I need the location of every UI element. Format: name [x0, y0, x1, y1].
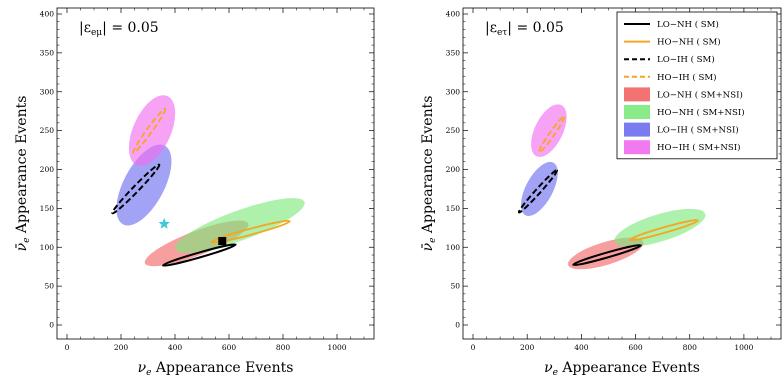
x-tick-label: 0 [471, 343, 476, 352]
y-tick-label: 200 [40, 165, 55, 174]
contour-ho-nh-sm [629, 219, 699, 242]
data-layer [517, 104, 706, 270]
contour-lo-nh-sm [161, 243, 237, 267]
legend-swatch-patch [624, 87, 650, 102]
region-ho-ih-sm-nsi [128, 95, 176, 167]
x-tick-label: 400 [574, 343, 589, 352]
x-tick-label: 600 [222, 343, 237, 352]
y-axis-label: ν̄e Appearance Events [14, 96, 32, 252]
legend-label: LO−IH ( SM) [657, 54, 715, 65]
y-tick-label: 300 [446, 87, 461, 96]
legend-swatch-patch [624, 140, 650, 155]
chart-panel-2: 0 200 400 600 800 1000 0 50 100 150 200 250 300 350 40… [420, 7, 782, 378]
legend-entry: LO−IH ( SM) [624, 54, 715, 65]
legend-entry: LO−NH ( SM+NSI) [624, 87, 743, 102]
y-tick-label: 350 [446, 48, 461, 57]
x-tick-label: 400 [168, 343, 183, 352]
y-tick-label: 150 [446, 204, 461, 213]
y-tick-label: 250 [40, 126, 55, 135]
y-tick-label: 100 [446, 243, 461, 252]
contour-lo-nh-sm [572, 244, 642, 267]
x-tick-label: 800 [683, 343, 698, 352]
data-layer [111, 95, 305, 267]
x-tick-label: 200 [520, 343, 535, 352]
y-tick-label: 300 [40, 87, 55, 96]
y-tick-label: 150 [40, 204, 55, 213]
legend-entry: LO−IH ( SM+NSI) [624, 122, 739, 137]
region-ho-nh-sm-nsi [174, 198, 305, 253]
legend-entry: HO−NH ( SM+NSI) [624, 105, 745, 119]
y-tick-label: 0 [49, 321, 54, 330]
legend-swatch-patch [624, 105, 650, 119]
legend: LO−NH ( SM) HO−NH ( SM) LO−IH ( SM) HO−IH (… [616, 11, 778, 160]
contour-ho-ih-sm [132, 107, 167, 154]
marker-star [158, 217, 170, 229]
x-axis-label: νe Appearance Events [138, 360, 294, 378]
x-tick-label: 0 [65, 343, 70, 352]
x-tick-label: 600 [628, 343, 643, 352]
legend-label: HO−IH ( SM) [657, 72, 717, 83]
region-lo-ih-sm-nsi [116, 144, 172, 226]
legend-entry: HO−IH ( SM) [624, 72, 717, 83]
y-tick-label: 100 [40, 243, 55, 252]
epsilon-annotation: |εeμ| = 0.05 [79, 20, 159, 38]
region-ho-ih-sm-nsi [531, 104, 567, 157]
legend-label: HO−NH ( SM) [657, 37, 721, 48]
legend-entry: HO−NH ( SM) [624, 37, 721, 48]
chart-panel-1: 0 200 400 600 800 1000 0 50 100 150 200 250 300 350 40… [14, 7, 375, 378]
y-tick-label: 0 [455, 321, 460, 330]
legend-entry: HO−IH ( SM+NSI) [624, 140, 741, 155]
y-tick-label: 250 [446, 126, 461, 135]
legend-swatch-patch [624, 122, 650, 137]
plot-frame [56, 7, 375, 340]
epsilon-annotation: |εeτ| = 0.05 [485, 20, 564, 38]
y-tick-label: 400 [40, 10, 55, 19]
y-tick-label: 50 [44, 282, 54, 291]
legend-label: LO−NH ( SM) [657, 19, 719, 30]
y-tick-label: 200 [446, 165, 461, 174]
y-tick-label: 350 [40, 48, 55, 57]
x-tick-label: 800 [276, 343, 291, 352]
legend-entry: LO−NH ( SM) [624, 19, 719, 30]
legend-label: LO−IH ( SM+NSI) [657, 125, 739, 136]
contour-ho-ih-sm [538, 115, 566, 154]
y-axis-label: ν̄e Appearance Events [420, 96, 438, 252]
contour-lo-ih-sm [111, 163, 161, 215]
legend-label: HO−NH ( SM+NSI) [657, 107, 745, 118]
y-tick-label: 50 [450, 282, 460, 291]
marker-square [218, 237, 227, 246]
y-tick-label: 400 [446, 10, 461, 19]
legend-label: LO−NH ( SM+NSI) [657, 89, 743, 100]
legend-box [616, 11, 778, 160]
x-tick-label: 1000 [327, 343, 346, 352]
x-tick-label: 200 [114, 343, 129, 352]
contour-ho-nh-sm [210, 219, 291, 244]
x-axis-label: νe Appearance Events [544, 360, 700, 378]
legend-label: HO−IH ( SM+NSI) [657, 142, 741, 153]
x-tick-label: 1000 [734, 343, 753, 352]
